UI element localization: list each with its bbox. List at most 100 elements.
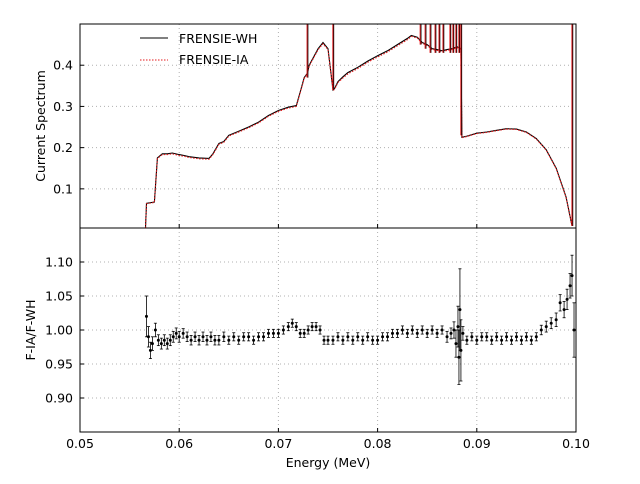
ratio-point [177,330,181,343]
ratio-marker [549,321,553,325]
ratio-y-tick-label: 0.95 [45,357,73,372]
ratio-point [570,254,574,297]
ratio-point [529,335,533,345]
ratio-y-tick-label: 1.00 [45,323,73,338]
ratio-point [150,336,154,351]
ratio-point [430,325,434,335]
ratio-point [445,330,449,343]
ratio-point [381,332,385,342]
ratio-point [495,332,499,342]
x-tick-label: 0.08 [364,436,392,451]
ratio-marker [425,331,429,335]
ratio-point [361,335,365,345]
ratio-marker [449,331,453,335]
ratio-marker [470,335,474,339]
ratio-marker [534,335,538,339]
ratio-marker [529,338,533,342]
ratio-point [420,325,424,335]
ratio-marker [346,335,350,339]
ratio-point [322,335,326,345]
ratio-marker [495,335,499,339]
ratio-marker [376,338,380,342]
ratio-marker [148,348,152,352]
ratio-point [302,328,306,338]
ratio-marker [168,338,172,342]
ratio-point [276,328,280,338]
ratio-marker [217,338,221,342]
ratio-point [562,301,566,319]
ratio-marker [458,308,462,312]
ratio-point [371,335,375,345]
ratio-marker [286,325,290,329]
ratio-marker [539,328,543,332]
ratio-marker [386,335,390,339]
ratio-point [286,322,290,332]
ratio-point [475,335,479,345]
ratio-panel: 0.05 0.06 0.07 0.08 0.09 0.10 0.90 0.95 1.00 1.05… [23,227,590,470]
ratio-point [168,334,172,347]
ratio-marker [454,342,458,346]
x-tick-label: 0.06 [165,436,193,451]
ratio-marker [435,331,439,335]
ratio-marker [185,335,189,339]
ratio-point [435,328,439,338]
ratio-point [390,328,394,338]
ratio-point [459,319,463,382]
ratio-marker [159,342,163,346]
ratio-marker [213,338,217,342]
ratio-marker [395,331,399,335]
ratio-marker [271,331,275,335]
ratio-point [386,332,390,342]
ratio-point [440,325,444,335]
ratio-point [549,317,553,330]
x-tick-label: 0.10 [562,436,590,451]
ratio-marker [266,331,270,335]
ratio-point [314,322,318,332]
ratio-marker [565,297,569,301]
ratio-marker [475,338,479,342]
ratio-point [181,328,185,339]
ratio-marker [150,342,154,346]
ratio-marker [505,335,509,339]
ratio-point [298,328,302,338]
x-tick-label: 0.09 [463,436,491,451]
ratio-point [174,327,178,340]
ratio-marker [326,338,330,342]
ratio-marker [410,328,414,332]
ratio-point [395,328,399,338]
ratio-marker [252,338,256,342]
legend-label-frensie-ia: FRENSIE-IA [179,52,249,67]
ratio-point [336,332,340,342]
ratio-y-tick-label: 1.10 [45,255,73,270]
ratio-point [519,335,523,345]
ratio-marker [165,342,169,346]
ratio-marker [331,338,335,342]
ratio-marker [281,328,285,332]
ratio-point [247,332,251,342]
ratio-point [331,335,335,345]
ratio-point [148,341,152,359]
spectrum-lines [144,24,574,229]
ratio-marker [153,328,157,332]
ratio-point [480,332,484,342]
ratio-marker [445,335,449,339]
ratio-point [514,332,518,342]
ratio-point [201,331,205,342]
ratio-point [510,335,514,345]
ratio-marker [306,328,310,332]
ratio-marker [457,355,461,359]
ratio-point [524,332,528,342]
ratio-marker [247,335,251,339]
ratio-point [346,332,350,342]
ratio-y-tick-label: 0.90 [45,391,73,406]
ratio-marker [209,335,213,339]
ratio-marker [146,335,150,339]
ratio-marker [189,338,193,342]
ratio-marker [465,338,469,342]
spectrum-y-axis-label: Current Spectrum [33,70,48,182]
ratio-point [146,326,150,348]
ratio-point [153,322,157,338]
ratio-point [326,335,330,345]
